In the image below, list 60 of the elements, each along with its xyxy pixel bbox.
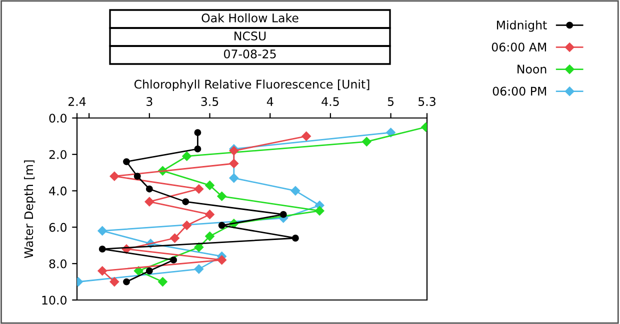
point xyxy=(217,192,226,201)
y-tick-label: 10.0 xyxy=(42,296,66,305)
point xyxy=(98,246,106,253)
point xyxy=(98,226,107,236)
x-tick-label: 2.4 xyxy=(68,97,86,106)
point xyxy=(182,220,192,230)
point xyxy=(194,184,204,194)
y-tick-label: 4.0 xyxy=(49,186,66,196)
point xyxy=(229,173,239,183)
point xyxy=(110,277,120,286)
point xyxy=(205,180,214,190)
point xyxy=(280,210,287,218)
point xyxy=(314,206,324,216)
x-tick-label: 4 xyxy=(266,97,274,106)
point xyxy=(302,132,311,141)
x-axis-title: Chlorophyll Relative Fluorescence [Unit] xyxy=(134,80,370,91)
point xyxy=(158,277,168,286)
point xyxy=(182,152,192,161)
x-tick-label: 5.3 xyxy=(418,97,436,106)
text: 07-08-25 xyxy=(224,49,276,58)
point xyxy=(205,232,214,241)
point xyxy=(218,222,226,229)
y-tick-label: 2.0 xyxy=(49,150,66,160)
point xyxy=(123,278,130,286)
chart-title: Oak Hollow Lake xyxy=(202,13,298,22)
x-tick-label: 3.5 xyxy=(201,97,218,106)
point xyxy=(205,210,214,220)
x-tick-label: 4.5 xyxy=(322,97,339,106)
legend-label: 06:00 PM xyxy=(492,86,546,96)
x-tick-label: 5 xyxy=(388,97,394,106)
point xyxy=(229,158,239,168)
point xyxy=(194,264,204,274)
point xyxy=(194,129,202,136)
y-tick-label: 8.0 xyxy=(49,259,66,268)
chart-subtitle: NCSU xyxy=(234,31,266,40)
legend-label: Midnight xyxy=(496,20,547,32)
point xyxy=(170,256,178,264)
point xyxy=(146,186,153,192)
point xyxy=(194,145,202,152)
point xyxy=(386,128,396,138)
point xyxy=(146,267,153,274)
point xyxy=(290,186,300,196)
point xyxy=(182,198,190,206)
point xyxy=(292,234,299,242)
point xyxy=(170,233,180,243)
point xyxy=(134,266,144,276)
point xyxy=(194,242,204,252)
y-tick-label: 6.0 xyxy=(49,222,66,232)
point xyxy=(98,266,107,276)
point xyxy=(144,197,154,206)
point xyxy=(217,255,226,265)
legend-label: 06:00 AM xyxy=(492,42,546,52)
legend-label: Noon xyxy=(518,64,546,74)
y-axis-title: Water Depth [m] xyxy=(24,160,36,258)
x-tick-label: 3 xyxy=(146,97,152,106)
y-tick-label: 0.0 xyxy=(49,114,66,123)
point xyxy=(110,172,120,181)
point xyxy=(134,172,141,180)
point xyxy=(123,158,130,166)
point xyxy=(362,137,372,146)
